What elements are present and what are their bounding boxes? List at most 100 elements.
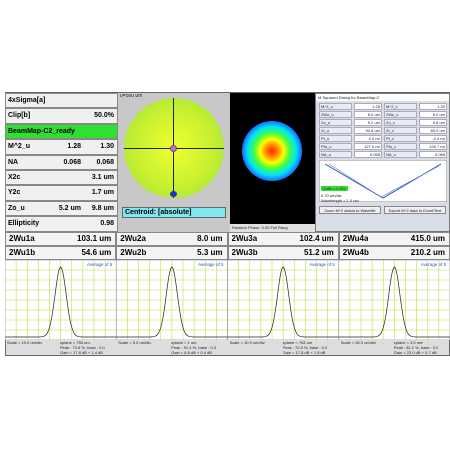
dialog-button[interactable]: Zoom M^2 status to Wavefile (319, 206, 381, 214)
profile-info-line: Scale = 50.0 um/div (340, 340, 376, 345)
wavelength: Wavelength = 1.0 um (321, 198, 359, 203)
graph-scale: 0.70 um/div (321, 193, 342, 198)
dialog-label: Pto_u (319, 143, 352, 150)
profile-info-line: Peak : 72.8 %, base : 0.0 (282, 345, 328, 350)
dialog-value: 127.0 mr (354, 143, 382, 150)
width-label: 2Wu1b (9, 248, 36, 257)
mode-row[interactable]: 4xSigma[a] (5, 93, 118, 109)
clip-label: Clip[b] (8, 112, 31, 120)
width-cell: 2Wu4b 210.2 um (338, 246, 450, 260)
width-value: 5.3 um (197, 248, 223, 257)
profile-info-line: Gain = 17.8 dB + 1.4 dB (60, 350, 103, 355)
dialog-label: 2Wo_u (319, 111, 352, 118)
param-value: 1.7 um (91, 189, 114, 197)
profile-info-line: zplane = 1 um (171, 340, 197, 345)
profile-info-line: Gain = 17.8 dB + 1.5 dB (282, 350, 326, 355)
param-value: 1.28 (67, 143, 81, 151)
param-row: Zo_u 5.2 um 9.8 um (5, 200, 118, 217)
param-value: 0.068 (63, 158, 81, 166)
param-label: M^2_u (8, 143, 30, 151)
dialog-label: Pto_v (384, 143, 417, 150)
width-cell: 2Wu3a 102.4 um (227, 232, 339, 246)
profile-curve (338, 266, 450, 338)
param-row: Ellipticity 0.98 (5, 216, 118, 232)
dialog-label: Zo_u (319, 119, 352, 126)
width-label: 2Wu4b (342, 248, 369, 257)
width-value: 51.2 um (303, 248, 334, 257)
profile-info-line: Peak : 91.4 %, base : 0.3 (171, 345, 216, 350)
centroid-mode[interactable]: Centroid: [absolute] (122, 207, 226, 218)
width-value: 210.2 um (410, 248, 445, 257)
profile-info-line: Peak : 73.6 %, base : 0.0 (60, 345, 105, 350)
m2-graph (319, 160, 447, 202)
dialog-title: M Squared Dialog for BeamMap-C (316, 94, 449, 101)
width-cell: 2Wu2b 5.3 um (116, 246, 228, 260)
profile-info-line: zplane = 755 um (60, 340, 90, 345)
param-value: 1.30 (100, 143, 114, 151)
fit-curve-v (328, 163, 440, 198)
profile-info-line: Gain = 23.0 dB + 0.7 dB (393, 350, 437, 355)
width-cell: 2Wu1b 54.6 um (5, 246, 117, 260)
width-value: 8.0 um (197, 234, 223, 243)
dialog-value: 8.0 um (354, 111, 382, 118)
param-value: 0.068 (96, 158, 114, 166)
zoffs: Zoffs = 0.0% (321, 186, 348, 191)
dialog-label: 2Wo_v (384, 111, 417, 118)
beam-panel: Rotation Phase: 0.00 Full Rang (230, 93, 315, 232)
index-marker[interactable] (170, 191, 177, 197)
clip-row: Clip[b] 50.0% (5, 108, 118, 124)
profile-legend: Average of 5 (309, 262, 335, 267)
param-label: Ellipticity (8, 220, 40, 228)
dialog-value: 94.8 um (354, 127, 382, 134)
width-label: 2Wu1a (9, 234, 35, 243)
param-label: NA (8, 158, 19, 166)
profile-legend: Average of 5 (421, 262, 447, 267)
dialog-value: 9.8 um (419, 119, 447, 126)
param-row: X2c 3.1 um (5, 170, 118, 186)
dialog-value: 0.068 (354, 151, 382, 158)
profile-curve (5, 266, 117, 338)
width-cell: 2Wu2a 8.0 um (116, 232, 228, 246)
param-value: 9.8 um (91, 204, 114, 212)
graph-area (319, 160, 447, 202)
dialog-label: Pt_u (319, 135, 352, 142)
param-row: NA 0.068 0.068 (5, 154, 118, 170)
dialog-value: 5.2 um (354, 119, 382, 126)
profile-info-line: Peak : 81.2 %, base : 0.0 (393, 345, 439, 350)
param-row: Y2c 1.7 um (5, 185, 118, 201)
profile-legend: Average of 5 (198, 262, 224, 267)
width-label: 2Wu3b (231, 248, 258, 257)
beam-footer: Rotation Phase: 0.00 Full Rang (230, 224, 315, 232)
width-cell: 2Wu3b 51.2 um (227, 246, 339, 260)
dialog-button[interactable]: Export M^2 data to Excel/Text (384, 206, 446, 214)
dialog-label: Pt_v (384, 135, 417, 142)
profile-info-line: Scale = 10.0 um/div (7, 340, 43, 345)
param-row: M^2_u 1.28 1.30 (5, 139, 118, 155)
dialog-label: Zr_v (384, 127, 417, 134)
profile-legend: Average of 5 (87, 262, 113, 267)
profile-curve (227, 266, 339, 338)
width-label: 2Wu2b (120, 248, 147, 257)
width-value: 103.1 um (77, 234, 112, 243)
param-value: 5.2 um (58, 204, 81, 212)
width-cell: 2Wu4a 415.0 um (338, 232, 450, 246)
map-scale: 0=500 um (120, 94, 143, 99)
profile-plots: Average of 5 Average of 5 Average of 5 Aver… (5, 260, 450, 340)
width-label: 2Wu2a (120, 234, 146, 243)
width-label: 2Wu4a (342, 234, 369, 243)
profile-info-line: zplane = 763 um (282, 340, 313, 345)
profile-info-line: Gain = 8.8 dB + 0.4 dB (171, 350, 212, 355)
dialog-value: 0.068 (419, 151, 447, 158)
width-value: 54.6 um (81, 248, 112, 257)
profile-info-line: Scale = 10.0 um/div (229, 340, 265, 345)
clip-value[interactable]: 50.0% (94, 112, 114, 120)
profile-curve (116, 266, 228, 338)
profile-info-line: Scale = 5.0 um/div (118, 340, 152, 345)
dialog-value: 1.28 (354, 103, 382, 110)
beam-profile-2d (242, 121, 302, 181)
dialog-value: -0.4 mr (419, 135, 447, 142)
width-value: 415.0 um (410, 234, 445, 243)
dialog-value: 1.30 (419, 103, 447, 110)
dialog-label: NA_u (319, 151, 352, 158)
